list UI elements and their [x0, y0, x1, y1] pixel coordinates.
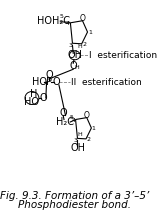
- Text: P: P: [46, 77, 52, 87]
- Text: O: O: [69, 61, 77, 71]
- Text: 3: 3: [68, 43, 72, 48]
- Text: I  esterification: I esterification: [89, 51, 157, 60]
- Text: 2: 2: [82, 42, 86, 47]
- Text: H: H: [75, 65, 79, 70]
- Text: HOH₂C: HOH₂C: [37, 16, 70, 26]
- Text: O: O: [59, 107, 67, 118]
- Text: H₂C: H₂C: [56, 116, 74, 126]
- Text: 5: 5: [60, 14, 64, 19]
- Text: HO: HO: [32, 77, 47, 87]
- Text: Fig. 9.3. Formation of a 3’–5’: Fig. 9.3. Formation of a 3’–5’: [0, 191, 149, 201]
- Text: O: O: [80, 14, 85, 23]
- Text: OH: OH: [71, 143, 86, 153]
- Text: 4: 4: [66, 21, 70, 26]
- Text: O: O: [53, 77, 60, 87]
- Text: O: O: [45, 70, 53, 80]
- Text: H: H: [30, 89, 37, 99]
- Text: II  esterification: II esterification: [70, 78, 141, 87]
- Text: O: O: [84, 111, 90, 120]
- Text: 1: 1: [88, 29, 92, 34]
- Text: Phosphodiester bond.: Phosphodiester bond.: [18, 200, 131, 210]
- Text: 4: 4: [71, 118, 75, 123]
- Text: 2: 2: [86, 137, 90, 142]
- Text: OH: OH: [67, 50, 82, 60]
- Text: H: H: [77, 131, 82, 136]
- Text: 3: 3: [73, 138, 77, 143]
- Text: 1: 1: [92, 126, 96, 131]
- Text: H: H: [78, 44, 83, 49]
- Text: HO: HO: [24, 97, 39, 107]
- Text: 5: 5: [70, 115, 74, 120]
- Text: O: O: [40, 93, 47, 103]
